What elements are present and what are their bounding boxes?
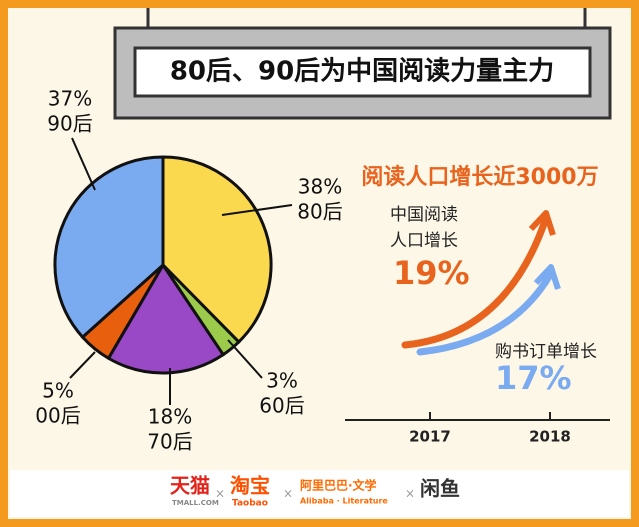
x-tick-label: 2017 <box>409 428 451 446</box>
logo: 天猫 <box>170 474 210 498</box>
logo: 阿里巴巴·文学 <box>300 478 377 493</box>
category-label: 60后 <box>259 394 304 418</box>
footer-bar <box>10 470 629 517</box>
pie-slice <box>53 155 165 340</box>
separator: × <box>215 487 225 501</box>
category-label: 00后 <box>35 404 80 428</box>
logo: Taobao <box>232 499 268 509</box>
value-label: 38% <box>298 175 342 199</box>
category-label: 70后 <box>147 430 192 454</box>
value-label: 37% <box>48 87 92 111</box>
pie-slice <box>161 155 273 345</box>
logo: 淘宝 <box>230 474 270 498</box>
arrow-head <box>533 264 561 290</box>
value-label: 19% <box>393 254 470 292</box>
leader-line <box>71 137 96 191</box>
leader-line <box>227 339 263 379</box>
arrow-head <box>528 210 556 236</box>
series-name: 中国阅读人口增长 <box>390 205 458 251</box>
growth-arrow <box>416 271 554 356</box>
category-label: 80后 <box>297 200 342 224</box>
separator: × <box>405 487 415 501</box>
logo: 闲鱼 <box>420 477 460 501</box>
leader-line <box>69 351 96 379</box>
subtitle: 阅读人口增长近3000万 <box>361 164 598 190</box>
sign-plate <box>133 46 592 98</box>
x-tick-label: 2018 <box>529 428 571 446</box>
value-label: 17% <box>495 359 572 397</box>
series-name: 购书订单增长 <box>495 342 597 362</box>
separator: × <box>283 487 293 501</box>
value-label: 3% <box>266 369 298 393</box>
category-label: 90后 <box>47 112 92 136</box>
leader-line <box>221 204 293 216</box>
growth-arrow <box>401 217 549 349</box>
pie-slice <box>106 262 226 375</box>
value-label: 5% <box>42 379 74 403</box>
logo: TMALL.COM <box>172 499 219 507</box>
value-label: 18% <box>148 405 192 429</box>
logo: Alibaba · Literature <box>300 497 388 506</box>
chart-title: 80后、90后为中国阅读力量主力 <box>170 57 554 87</box>
